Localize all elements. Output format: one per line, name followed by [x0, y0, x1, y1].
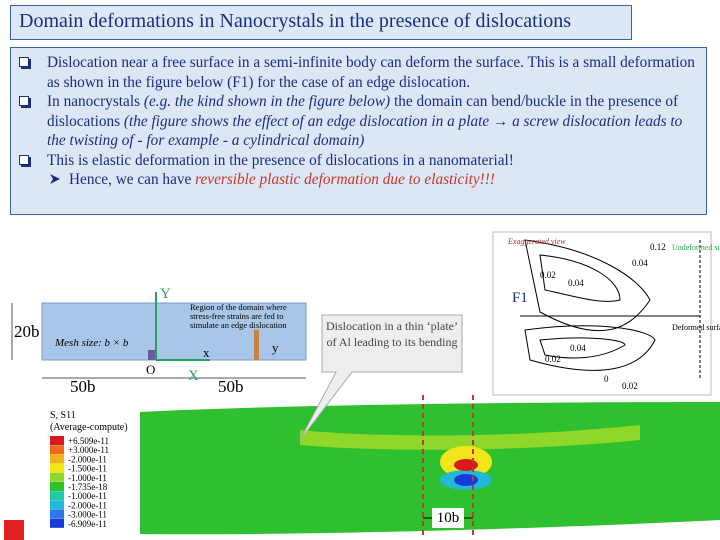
- f1-figure: Exaggerated view Undeformed surface Defo…: [492, 231, 720, 396]
- bullet: This is elastic deformation in the prese…: [19, 151, 700, 190]
- field: [454, 474, 478, 486]
- contour-label: 0.04: [570, 343, 586, 353]
- label: Mesh size: b × b: [54, 337, 129, 349]
- legend-label: -2.000e-11: [68, 500, 107, 510]
- contour-label: 0.04: [632, 258, 648, 268]
- field: [140, 402, 720, 535]
- bullet-icon: [19, 57, 29, 67]
- region-note-text: Region of the domain where stress-free s…: [190, 303, 287, 330]
- bullet-text: (the figure shows the effect of an edge …: [47, 112, 683, 150]
- legend-label: -1.000e-11: [68, 473, 107, 483]
- legend-swatch: [50, 491, 64, 501]
- arrow-icon: [50, 174, 60, 184]
- field: [454, 459, 478, 471]
- legend-label: -2.000e-11: [68, 454, 107, 464]
- region: [254, 330, 259, 360]
- sub-bullet: Hence, we can have reversible plastic de…: [47, 170, 700, 190]
- callout: Dislocation in a thin ‘plate’ of Al lead…: [326, 319, 458, 349]
- axis-label: X: [188, 368, 199, 384]
- bullet-text: Hence, we can have: [69, 171, 196, 188]
- legend-swatch: [50, 500, 64, 510]
- bullet-box: Dislocation near a free surface in a sem…: [10, 47, 707, 215]
- bullet: In nanocrystals (e.g. the kind shown in …: [19, 92, 700, 151]
- slide-title: Domain deformations in Nanocrystals in t…: [10, 5, 632, 40]
- bullet-text: Dislocation near a free surface in a sem…: [47, 54, 695, 91]
- mesh-figure: Y X 20b 50b 50b Mesh size: b × b O x y R…: [11, 286, 307, 396]
- bullet: Dislocation near a free surface in a sem…: [19, 53, 700, 92]
- legend-label: -6.909e-11: [68, 519, 107, 529]
- contour: [524, 239, 651, 332]
- legend-swatch: [50, 463, 64, 473]
- legend-subtitle: (Average-compute): [50, 422, 128, 433]
- contour-label: 0.12: [650, 242, 666, 252]
- contour-label: 0: [604, 374, 609, 384]
- contour: [524, 325, 656, 371]
- legend-swatch: [50, 436, 64, 445]
- bullet-text: (e.g. the kind shown in the figure below…: [143, 93, 391, 110]
- legend-label: -3.000e-11: [68, 510, 107, 520]
- legend-label: -1.500e-11: [68, 464, 107, 474]
- contour-label: 0.02: [622, 381, 638, 391]
- legend-title: S, S11: [50, 410, 76, 421]
- width-label: 10b: [437, 510, 460, 526]
- legend-swatch: [50, 509, 64, 519]
- bullet-icon: [19, 154, 29, 165]
- callout-bubble: [299, 314, 463, 441]
- label: Deformed surface: [672, 323, 720, 332]
- legend-label: -1.735e-18: [68, 482, 108, 492]
- contour: [539, 254, 621, 302]
- label: Exaggerated view: [507, 237, 566, 246]
- legend-label: +3.000e-11: [68, 445, 109, 455]
- legend-label: +6.509e-11: [68, 436, 109, 446]
- region-note: Region of the domain where stress-free s…: [190, 303, 287, 330]
- legend-swatch: [50, 482, 64, 491]
- label: x: [203, 345, 210, 360]
- contour-label: 0.04: [568, 278, 584, 288]
- dimension-label: 50b: [70, 377, 96, 396]
- legend-items: +6.509e-11+3.000e-11-2.000e-11-1.500e-11…: [50, 436, 109, 529]
- contour: [539, 337, 626, 359]
- axis-label: Y: [160, 286, 171, 302]
- bullet-icon: [19, 96, 29, 106]
- dimension-label: 20b: [14, 322, 40, 341]
- corner-marker: [4, 520, 24, 540]
- stress-plot: 10b S, S11 (Average-compute) +6.509e-11+…: [36, 395, 720, 540]
- origin-cell: [148, 350, 156, 360]
- contour-label: 0.02: [545, 354, 561, 364]
- bullet-text: the domain can bend/buckle in the presen…: [47, 93, 679, 130]
- label-bg: [432, 508, 464, 528]
- label: Undeformed surface: [672, 243, 720, 252]
- figure-label: F1: [512, 290, 528, 306]
- field: [300, 425, 640, 450]
- domain: [41, 302, 307, 361]
- legend-swatch: [50, 454, 64, 464]
- label: O: [146, 362, 155, 377]
- legend-swatch: [50, 445, 64, 455]
- legend-swatch: [50, 472, 64, 482]
- legend-label: -1.000e-11: [68, 491, 107, 501]
- callout-text: Dislocation in a thin ‘plate’ of Al lead…: [326, 319, 458, 349]
- bullet-text: In nanocrystals: [47, 93, 144, 110]
- bullet-text: This is elastic deformation in the prese…: [47, 151, 514, 169]
- dimension-label: 50b: [218, 377, 244, 396]
- contour-label: 0.02: [540, 270, 556, 280]
- legend-swatch: [50, 518, 64, 528]
- label: y: [272, 340, 279, 355]
- bullet-text: reversible plastic deformation due to el…: [195, 171, 495, 188]
